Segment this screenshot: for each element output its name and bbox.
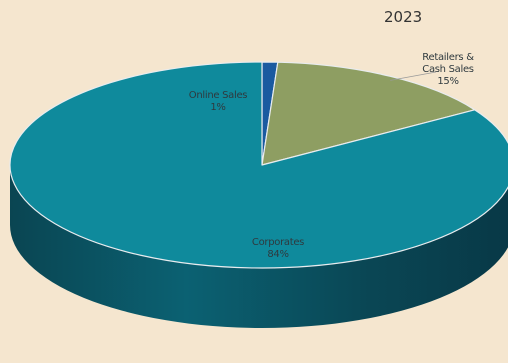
slice-value: 15%: [437, 76, 459, 87]
slice-name: Corporates: [251, 237, 305, 248]
leader-line-retailers: [390, 71, 437, 81]
pie-slice-retailers-cash-sales: [261, 61, 476, 166]
slice-name-line-2: Cash Sales: [422, 64, 474, 75]
pie-slice-corporates: [9, 61, 508, 269]
slice-value: 84%: [267, 249, 289, 260]
slice-name: Online Sales: [188, 90, 248, 101]
slice-name-line-1: Retailers &: [422, 52, 474, 63]
pie-side-wall: [10, 165, 508, 328]
slice-value: 1%: [210, 102, 226, 113]
slice-label-online-sales: Online Sales 1%: [178, 90, 258, 114]
slice-label-retailers-cash-sales: Retailers & Cash Sales 15%: [408, 52, 488, 88]
chart-title: 2023: [384, 8, 423, 26]
slice-label-corporates: Corporates 84%: [238, 237, 318, 261]
